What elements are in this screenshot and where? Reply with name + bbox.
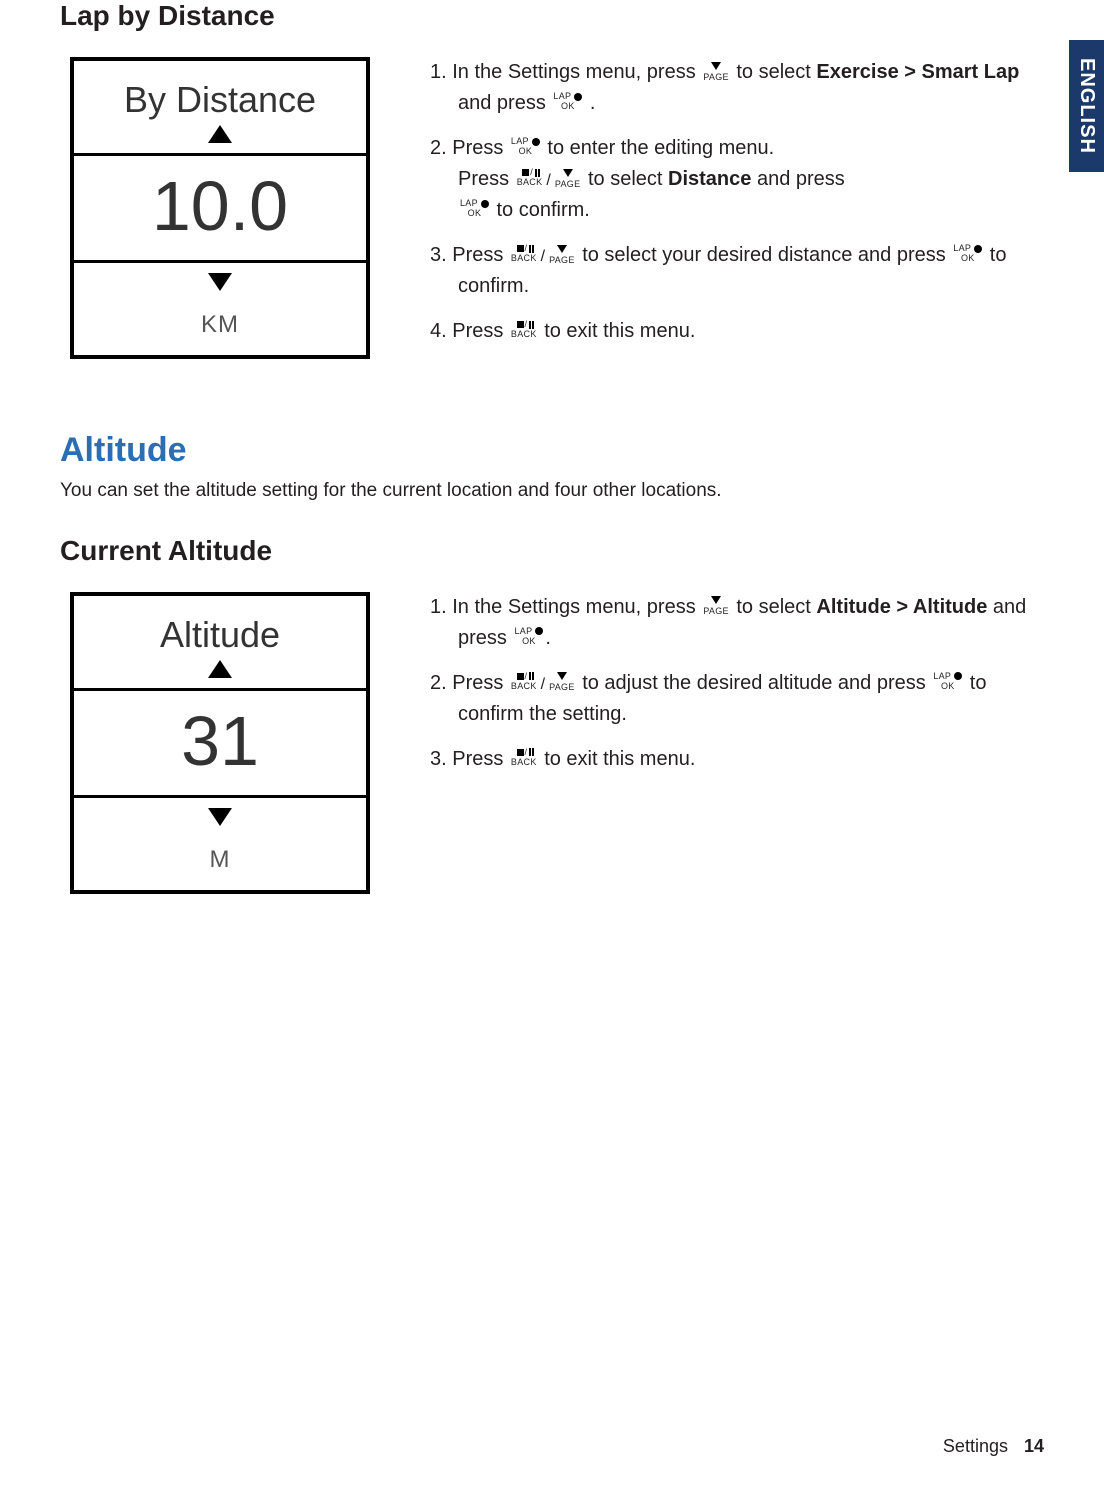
lap-by-distance-heading: Lap by Distance	[60, 0, 1044, 32]
page-button-icon: PAGE	[703, 60, 729, 82]
page-button-icon: PAGE	[703, 594, 729, 616]
device-title: Altitude	[74, 596, 366, 660]
device-unit: M	[74, 836, 366, 890]
device-title: By Distance	[74, 61, 366, 125]
device-unit: KM	[74, 301, 366, 355]
back-button-icon: /BACK	[511, 244, 537, 263]
down-arrow-icon	[74, 798, 366, 836]
page-button-icon: PAGE	[549, 243, 575, 265]
page-button-icon: PAGE	[555, 167, 581, 189]
step-4: 4. Press /BACK to exit this menu.	[430, 316, 1044, 347]
lap-ok-button-icon: LAPOK	[514, 627, 543, 646]
step-2: 2. Press LAPOK to enter the editing menu…	[430, 133, 1044, 226]
step-1: 1. In the Settings menu, press PAGE to s…	[430, 592, 1044, 654]
step-1: 1. In the Settings menu, press PAGE to s…	[430, 57, 1044, 119]
current-altitude-heading: Current Altitude	[60, 535, 1044, 567]
page-footer: Settings 14	[943, 1436, 1044, 1457]
device-screen-altitude: Altitude 31 M	[70, 592, 370, 894]
step-3: 3. Press /BACK/PAGE to select your desir…	[430, 240, 1044, 302]
lap-ok-button-icon: LAPOK	[553, 92, 582, 111]
up-arrow-icon	[74, 125, 366, 153]
back-button-icon: /BACK	[511, 672, 537, 691]
lap-distance-row: By Distance 10.0 KM 1. In the Settings m…	[60, 57, 1044, 361]
down-arrow-icon	[74, 263, 366, 301]
lap-ok-button-icon: LAPOK	[460, 199, 489, 218]
back-button-icon: /BACK	[511, 320, 537, 339]
step-2: 2. Press /BACK/PAGE to adjust the desire…	[430, 668, 1044, 730]
back-button-icon: /BACK	[517, 168, 543, 187]
footer-page-number: 14	[1024, 1436, 1044, 1456]
page-button-icon: PAGE	[549, 670, 575, 692]
altitude-steps: 1. In the Settings menu, press PAGE to s…	[430, 592, 1044, 789]
altitude-heading: Altitude	[60, 431, 1044, 470]
device-value: 10.0	[74, 156, 366, 260]
lap-distance-steps: 1. In the Settings menu, press PAGE to s…	[430, 57, 1044, 361]
altitude-row: Altitude 31 M 1. In the Settings menu, p…	[60, 592, 1044, 894]
altitude-intro: You can set the altitude setting for the…	[60, 478, 1044, 505]
up-arrow-icon	[74, 660, 366, 688]
back-button-icon: /BACK	[511, 748, 537, 767]
device-value: 31	[74, 691, 366, 795]
footer-section: Settings	[943, 1436, 1008, 1456]
device-screen-distance: By Distance 10.0 KM	[70, 57, 370, 359]
lap-ok-button-icon: LAPOK	[933, 672, 962, 691]
page: ENGLISH Lap by Distance By Distance 10.0…	[0, 0, 1104, 1501]
lap-ok-button-icon: LAPOK	[511, 137, 540, 156]
lap-ok-button-icon: LAPOK	[953, 244, 982, 263]
language-tab: ENGLISH	[1069, 40, 1104, 172]
step-3: 3. Press /BACK to exit this menu.	[430, 744, 1044, 775]
